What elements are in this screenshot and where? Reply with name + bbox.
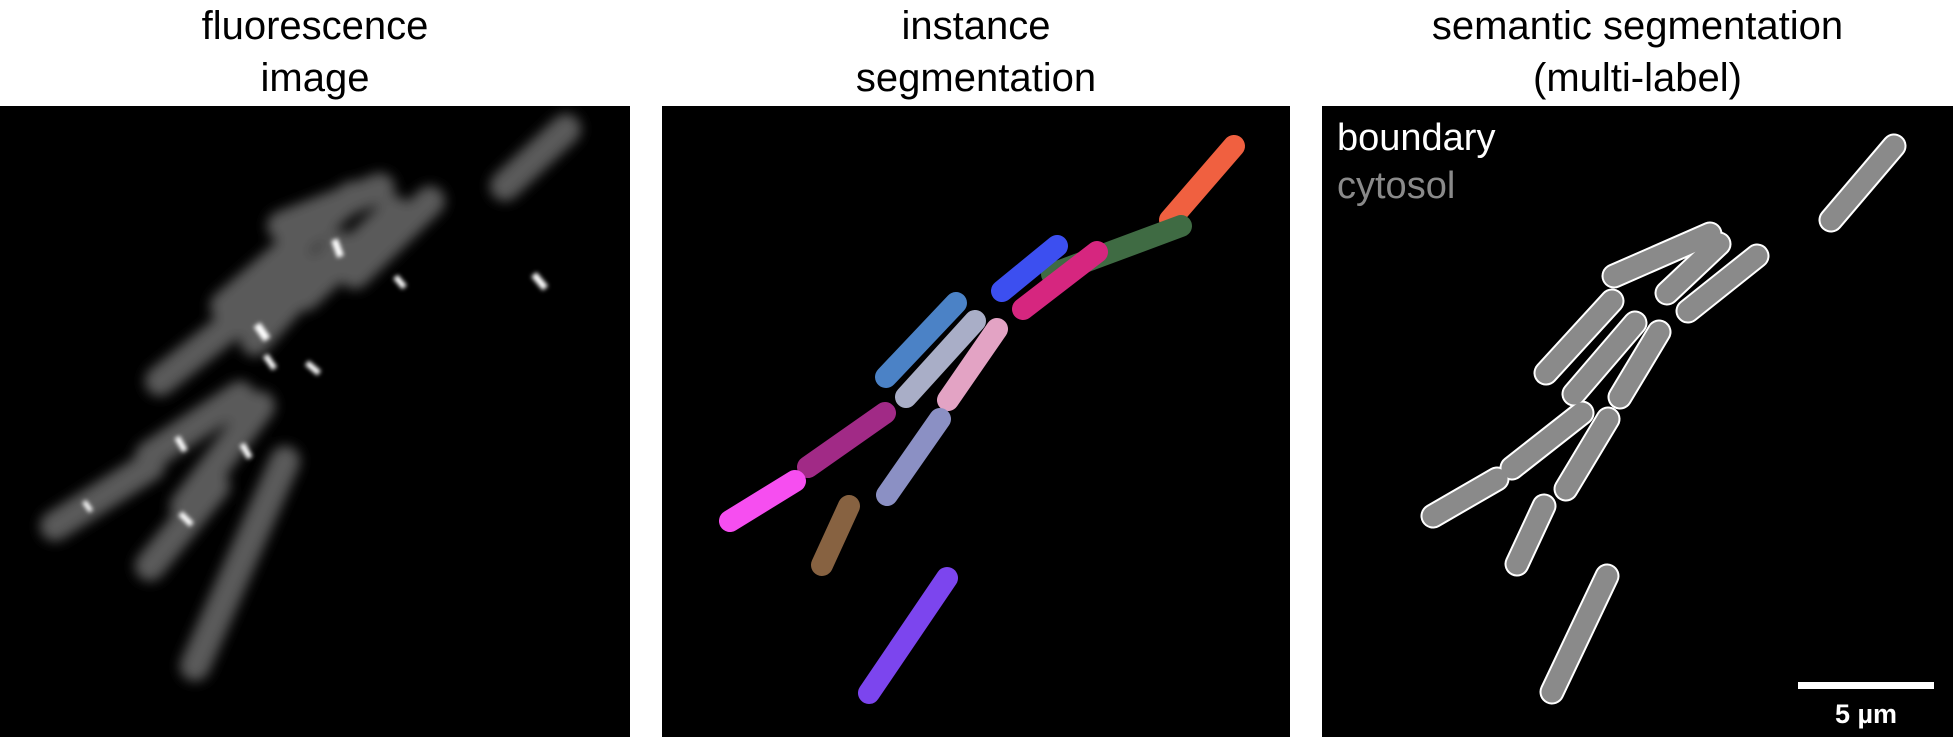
cell-glow bbox=[135, 471, 230, 581]
instance-cell-6 bbox=[895, 310, 986, 408]
cell-cytosol bbox=[1535, 290, 1623, 384]
cell-cytosol bbox=[1609, 321, 1670, 408]
cell-cytosol bbox=[1501, 402, 1593, 479]
instance-cell-7 bbox=[937, 318, 1008, 411]
semantic-segmentation-panel: boundary cytosol 5 µm bbox=[1322, 106, 1953, 737]
scale-bar-label: 5 µm bbox=[1834, 699, 1898, 729]
instance-cell-3 bbox=[991, 235, 1068, 302]
fluorescence-title: fluorescence image bbox=[0, 0, 630, 104]
cell-cytosol bbox=[1820, 135, 1905, 231]
septum-spot bbox=[174, 435, 188, 453]
septum-spot bbox=[331, 238, 344, 258]
instance-cell-10 bbox=[719, 470, 806, 532]
fluorescence-title-line1: fluorescence bbox=[201, 4, 429, 48]
cell-cytosol bbox=[1603, 223, 1721, 287]
instance-cell-5 bbox=[875, 292, 967, 388]
instance-title-line2: segmentation bbox=[855, 56, 1097, 100]
cell-glow bbox=[240, 231, 355, 356]
instance-segmentation-panel bbox=[662, 106, 1290, 737]
legend-cytosol: cytosol bbox=[1337, 165, 1456, 207]
septum-spot bbox=[178, 511, 194, 527]
instance-segmentation bbox=[719, 135, 1245, 704]
cell-glow bbox=[40, 451, 165, 541]
septum-spot bbox=[239, 442, 253, 460]
cell-cytosol bbox=[1677, 245, 1768, 322]
cell-glow bbox=[490, 114, 581, 201]
septum-spot bbox=[304, 360, 322, 376]
instance-title: instance segmentation bbox=[662, 0, 1290, 104]
septum-spot bbox=[531, 272, 549, 291]
semantic-title: semantic segmentation (multi-label) bbox=[1322, 0, 1953, 104]
fluorescence-image-panel bbox=[0, 106, 630, 737]
instance-cell-4 bbox=[1012, 241, 1108, 320]
cell-cytosol bbox=[1541, 565, 1618, 703]
cell-cytosol bbox=[1422, 468, 1508, 527]
septum-spot bbox=[262, 353, 278, 371]
fluorescence-title-line2: image bbox=[260, 56, 370, 100]
cell-glow bbox=[180, 446, 300, 681]
instance-cell-9 bbox=[876, 408, 951, 506]
cell-glow bbox=[135, 381, 255, 471]
legend-boundary: boundary bbox=[1337, 117, 1496, 159]
instance-cell-8 bbox=[797, 402, 896, 478]
cell-glow bbox=[210, 181, 367, 321]
cell-glow bbox=[145, 251, 320, 396]
cell-cytosol bbox=[1555, 408, 1619, 500]
semantic-title-line1: semantic segmentation bbox=[1431, 4, 1844, 48]
cell-glow bbox=[340, 186, 445, 289]
instance-title-line1: instance bbox=[901, 4, 1051, 48]
septum-spot bbox=[82, 499, 94, 513]
instance-cell-1 bbox=[1159, 135, 1245, 231]
septum-spot bbox=[253, 322, 271, 342]
instance-cell-11 bbox=[811, 495, 860, 576]
septum-spot bbox=[393, 274, 407, 290]
cell-cytosol bbox=[1563, 312, 1646, 405]
fluorescence-image bbox=[40, 114, 581, 681]
semantic-title-line2: (multi-label) bbox=[1533, 56, 1742, 100]
scale-bar bbox=[1798, 682, 1934, 689]
cell-cytosol bbox=[1656, 233, 1730, 304]
instance-cell-12 bbox=[858, 567, 958, 704]
cell-cytosol bbox=[1506, 495, 1555, 575]
semantic-segmentation bbox=[1420, 133, 1907, 705]
